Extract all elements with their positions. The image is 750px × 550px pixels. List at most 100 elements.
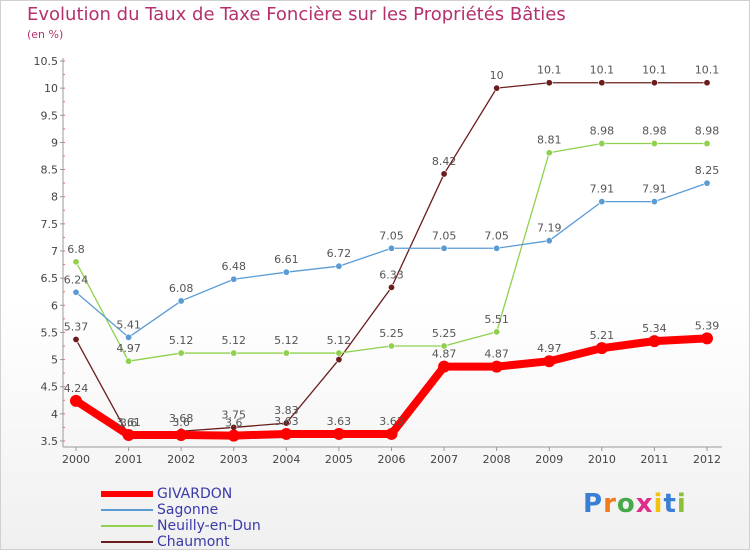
data-label: 10.1 bbox=[590, 64, 615, 77]
legend-swatch bbox=[101, 541, 153, 543]
data-label: 3.63 bbox=[274, 415, 299, 428]
logo-letter: o bbox=[616, 489, 636, 519]
data-label: 7.91 bbox=[642, 183, 667, 196]
x-tick-label: 2006 bbox=[378, 453, 406, 466]
data-point bbox=[703, 140, 711, 148]
data-point bbox=[72, 335, 80, 343]
data-point bbox=[438, 360, 451, 373]
x-tick-label: 2005 bbox=[325, 453, 353, 466]
data-point bbox=[598, 198, 606, 206]
data-point bbox=[440, 170, 448, 178]
legend-label: GIVARDON bbox=[157, 486, 233, 502]
data-point bbox=[650, 140, 658, 148]
y-tick-label: 4 bbox=[51, 408, 58, 421]
data-point bbox=[440, 342, 448, 350]
y-tick-label: 10.5 bbox=[34, 55, 59, 68]
data-label: 3.83 bbox=[274, 404, 299, 417]
legend-swatch bbox=[101, 509, 153, 511]
legend-label: Neuilly-en-Dun bbox=[157, 518, 261, 534]
y-tick-label: 5 bbox=[51, 354, 58, 367]
data-label: 7.91 bbox=[590, 183, 615, 196]
data-point bbox=[125, 333, 133, 341]
data-label: 10.1 bbox=[695, 64, 720, 77]
data-label: 10.1 bbox=[642, 64, 667, 77]
legend-label: Chaumont bbox=[157, 534, 230, 550]
data-label: 5.12 bbox=[222, 334, 247, 347]
data-label: 5.51 bbox=[484, 313, 509, 326]
data-point bbox=[493, 244, 501, 252]
data-label: 3.75 bbox=[222, 408, 247, 421]
logo-letter: r bbox=[603, 489, 617, 519]
x-tick-label: 2010 bbox=[588, 453, 616, 466]
y-tick-label: 5.5 bbox=[41, 326, 59, 339]
data-point bbox=[440, 244, 448, 252]
data-label: 7.05 bbox=[432, 229, 457, 242]
data-label: 5.12 bbox=[169, 334, 194, 347]
logo-letter: t bbox=[663, 489, 677, 519]
data-point bbox=[175, 429, 188, 442]
data-label: 8.81 bbox=[537, 134, 562, 147]
x-tick-label: 2001 bbox=[115, 453, 143, 466]
data-label: 3.61 bbox=[116, 416, 141, 429]
data-label: 4.24 bbox=[64, 382, 89, 395]
data-point bbox=[595, 342, 608, 355]
data-label: 8.25 bbox=[695, 164, 720, 177]
data-label: 4.87 bbox=[432, 348, 457, 361]
data-label: 6.33 bbox=[379, 268, 404, 281]
y-tick-label: 8 bbox=[51, 191, 58, 204]
data-point bbox=[70, 394, 82, 407]
data-label: 3.6 bbox=[120, 417, 138, 430]
x-tick-label: 2007 bbox=[430, 453, 458, 466]
legend-swatch bbox=[101, 525, 153, 527]
data-point bbox=[490, 360, 503, 373]
data-label: 6.72 bbox=[327, 247, 352, 260]
data-point bbox=[125, 357, 133, 365]
data-point bbox=[230, 349, 238, 357]
data-label: 10.1 bbox=[537, 64, 562, 77]
data-label: 5.25 bbox=[379, 327, 404, 340]
data-point bbox=[177, 349, 185, 357]
data-point bbox=[598, 79, 606, 87]
data-point bbox=[703, 179, 711, 187]
data-label: 4.97 bbox=[116, 342, 141, 355]
data-point bbox=[387, 283, 395, 291]
data-label: 4.87 bbox=[484, 348, 509, 361]
data-label: 7.05 bbox=[379, 229, 404, 242]
logo-letter: i bbox=[676, 489, 687, 519]
data-point bbox=[282, 419, 290, 427]
data-point bbox=[230, 275, 238, 283]
data-point bbox=[703, 79, 711, 87]
data-point bbox=[280, 427, 293, 440]
x-tick-label: 2011 bbox=[640, 453, 668, 466]
logo-letter: i bbox=[653, 489, 664, 519]
data-point bbox=[543, 355, 556, 368]
data-label: 8.42 bbox=[432, 155, 457, 168]
data-point bbox=[598, 140, 606, 148]
y-axis-unit: (en %) bbox=[27, 28, 64, 41]
data-point bbox=[335, 349, 343, 357]
series-line-sagonne bbox=[75, 182, 708, 338]
data-point bbox=[387, 342, 395, 350]
y-tick-label: 6.5 bbox=[41, 272, 59, 285]
data-point bbox=[282, 349, 290, 357]
data-label: 5.21 bbox=[590, 329, 615, 342]
data-point bbox=[493, 84, 501, 92]
x-tick-label: 2008 bbox=[483, 453, 511, 466]
data-point bbox=[545, 79, 553, 87]
x-tick-label: 2002 bbox=[167, 453, 195, 466]
data-point bbox=[650, 79, 658, 87]
data-label: 3.6 bbox=[172, 416, 190, 429]
data-point bbox=[493, 328, 501, 336]
data-label: 5.25 bbox=[432, 327, 457, 340]
data-label: 3.6 bbox=[225, 417, 243, 430]
logo-letter: x bbox=[635, 489, 654, 519]
data-label: 6.08 bbox=[169, 282, 194, 295]
data-label: 6.48 bbox=[222, 260, 247, 273]
x-tick-label: 2000 bbox=[62, 453, 90, 466]
data-label: 3.63 bbox=[379, 415, 404, 428]
y-tick-label: 6 bbox=[51, 299, 58, 312]
data-point bbox=[385, 427, 398, 440]
data-label: 4.97 bbox=[537, 342, 562, 355]
y-tick-label: 7.5 bbox=[41, 218, 59, 231]
